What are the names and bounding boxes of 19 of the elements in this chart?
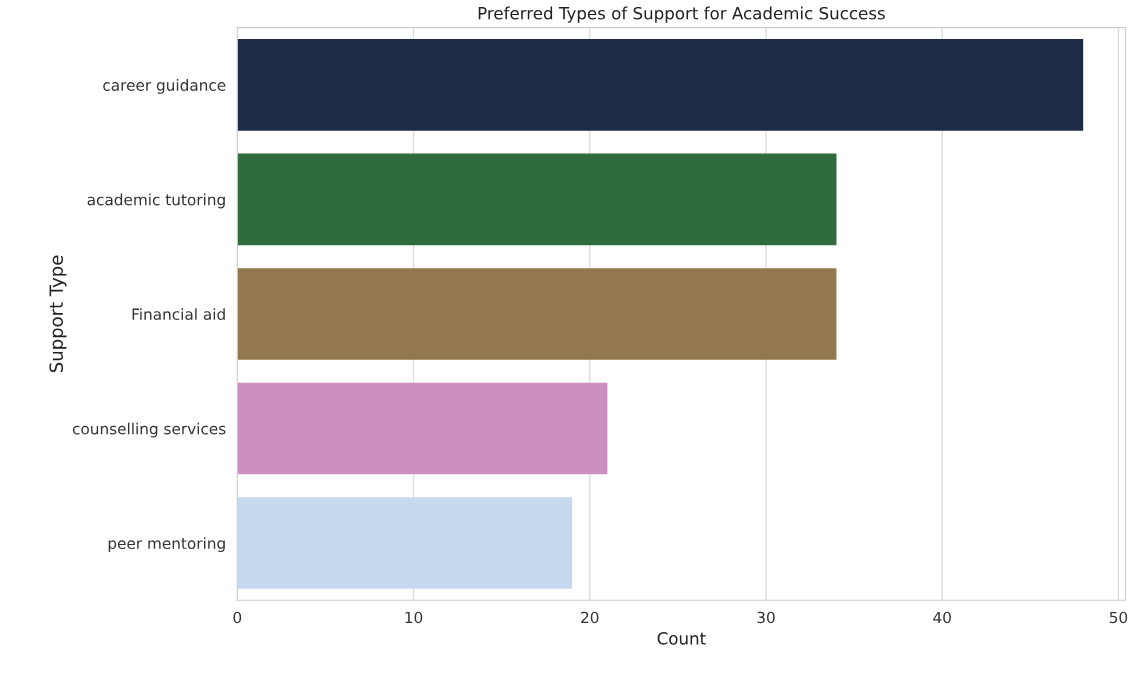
y-axis-title: Support Type (49, 255, 67, 373)
x-axis-title: Count (657, 632, 706, 645)
y-tick-label: counselling services (72, 422, 226, 438)
x-tick-label: 10 (405, 611, 423, 624)
x-tick-label: 40 (933, 611, 951, 624)
bar (237, 382, 608, 475)
chart-title: Preferred Types of Support for Academic Success (478, 6, 885, 23)
y-tick-label: academic tutoring (87, 193, 225, 209)
bar (237, 39, 1084, 131)
x-tick-label: 50 (1109, 611, 1128, 624)
bar (237, 153, 837, 246)
y-tick-label: career guidance (103, 79, 226, 94)
x-tick-label: 0 (233, 611, 242, 624)
x-tick-label: 30 (757, 611, 775, 624)
bar (237, 497, 573, 589)
y-tick-label: Financial aid (132, 308, 225, 320)
bar (237, 268, 837, 360)
y-tick-label: peer mentoring (108, 537, 225, 553)
x-tick-label: 20 (581, 611, 599, 624)
